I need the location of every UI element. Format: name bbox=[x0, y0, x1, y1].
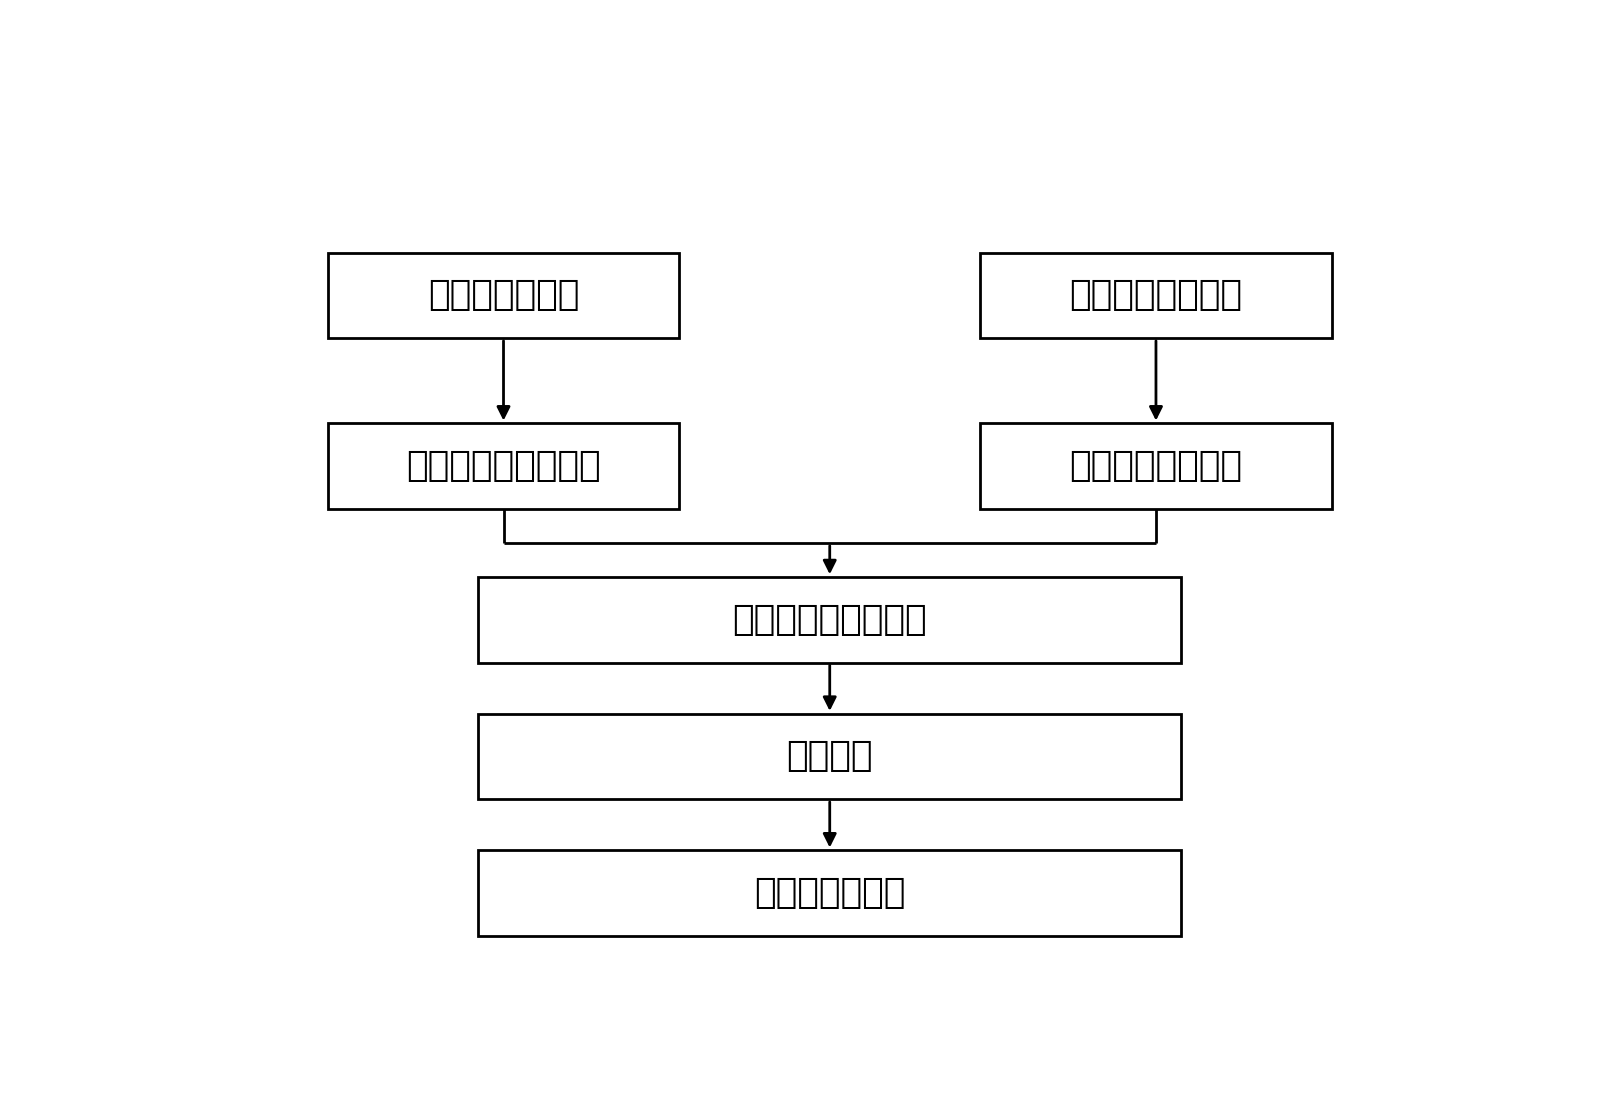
Text: 制备微固相萃取料袋: 制备微固相萃取料袋 bbox=[406, 449, 601, 484]
Bar bbox=[479, 577, 1182, 662]
Text: 磁力搅拌微固相萃取: 磁力搅拌微固相萃取 bbox=[732, 603, 928, 637]
Text: 制备配合物材料: 制备配合物材料 bbox=[427, 278, 580, 313]
Bar bbox=[979, 253, 1331, 338]
Bar bbox=[479, 714, 1182, 800]
Bar bbox=[979, 424, 1331, 509]
Text: 气相色谱法测定: 气相色谱法测定 bbox=[754, 876, 905, 910]
Bar bbox=[329, 253, 680, 338]
Text: 采集污染土壤样品: 采集污染土壤样品 bbox=[1070, 278, 1242, 313]
Text: 干燥土壤碾磨过筛: 干燥土壤碾磨过筛 bbox=[1070, 449, 1242, 484]
Text: 超声洗脱: 超声洗脱 bbox=[787, 740, 873, 773]
Bar bbox=[479, 851, 1182, 936]
Bar bbox=[329, 424, 680, 509]
